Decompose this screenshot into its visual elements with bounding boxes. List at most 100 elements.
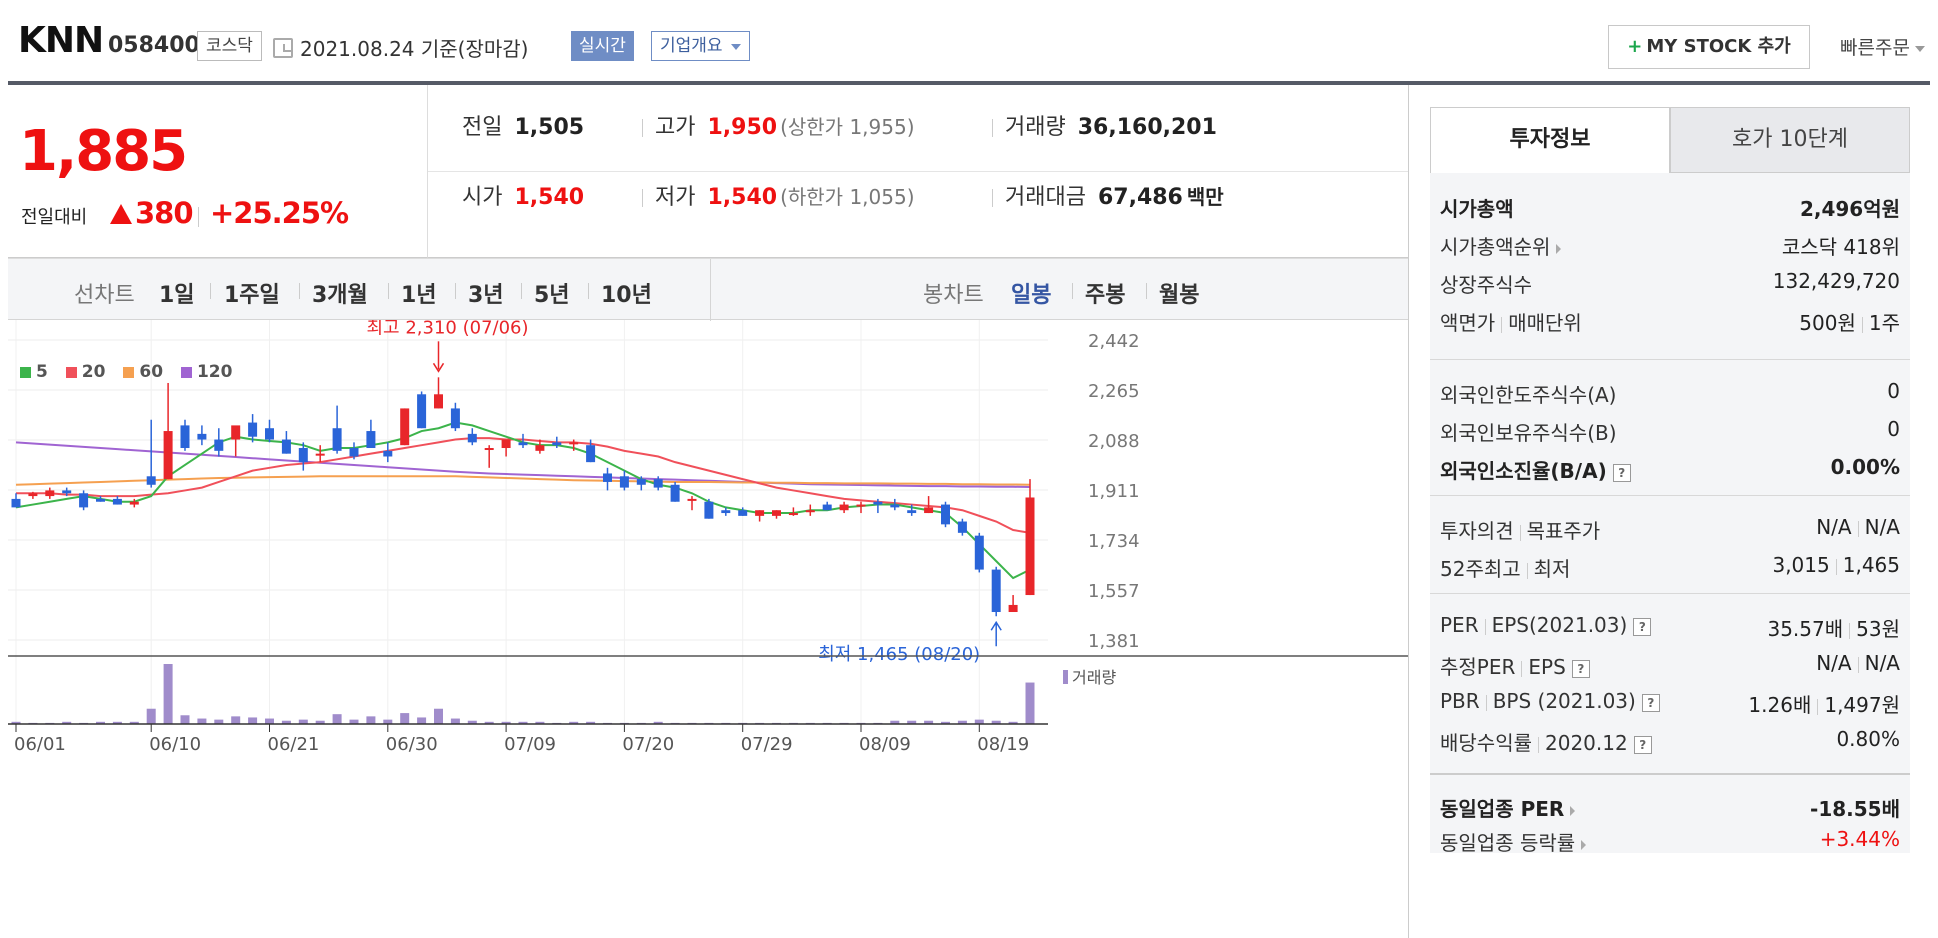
row-sector-change[interactable]: 동일업종 등락률 +3.44% xyxy=(1440,827,1900,857)
divider xyxy=(1146,283,1147,299)
candle-body xyxy=(45,490,55,497)
volume-bar xyxy=(569,721,579,724)
y-tick-label: 2,088 xyxy=(1088,431,1140,452)
volume-bar xyxy=(366,716,376,724)
candle-daily[interactable]: 일봉 xyxy=(1011,283,1052,308)
volume-bar xyxy=(383,719,393,724)
help-icon[interactable]: ? xyxy=(1633,617,1652,636)
volume-bar xyxy=(417,717,427,724)
row-shares: 상장주식수 132,429,720 xyxy=(1440,269,1900,299)
candle-body xyxy=(941,504,950,525)
foreign-hold-label: 외국인보유주식수(B) xyxy=(1440,421,1617,445)
volume-bar xyxy=(586,721,596,724)
divider xyxy=(428,171,1408,172)
help-icon[interactable]: ? xyxy=(1633,735,1652,754)
volume-legend-swatch xyxy=(1063,670,1068,684)
base-date: 2021.08.24 기준(장마감) xyxy=(300,37,529,61)
candle-body xyxy=(704,501,714,519)
period-1d[interactable]: 1일 xyxy=(159,283,195,308)
chevron-down-icon xyxy=(1914,45,1925,52)
volume-bar xyxy=(315,720,325,724)
prev-close: 전일 1,505 xyxy=(462,109,584,141)
period-1w[interactable]: 1주일 xyxy=(224,283,280,308)
volume-bar xyxy=(434,708,443,724)
volume-bar xyxy=(653,721,663,724)
volume-bar xyxy=(163,664,173,724)
volume-bar xyxy=(332,714,342,724)
tab-invest-info[interactable]: 투자정보 xyxy=(1430,107,1670,173)
compare-label: 전일대비 xyxy=(21,207,88,228)
period-5y[interactable]: 5년 xyxy=(534,283,570,308)
x-tick-label: 07/29 xyxy=(741,734,793,755)
face-value-label: 액면가 xyxy=(1440,311,1496,335)
company-overview-dropdown[interactable]: 기업개요 xyxy=(651,31,750,61)
dividend-label: 배당수익률 xyxy=(1440,731,1532,755)
est-eps-value: N/A xyxy=(1864,651,1900,675)
candle-body xyxy=(890,504,900,508)
period-3m[interactable]: 3개월 xyxy=(312,283,368,308)
tab-hoga[interactable]: 호가 10단계 xyxy=(1670,107,1910,173)
candle-monthly[interactable]: 월봉 xyxy=(1159,283,1200,308)
candle-body xyxy=(265,428,274,440)
candle-body xyxy=(839,504,849,511)
company-overview-label: 기업개요 xyxy=(660,36,723,56)
legend-ma120: 120 xyxy=(180,362,232,382)
sector-per-label: 동일업종 PER xyxy=(1440,797,1565,821)
help-icon[interactable]: ? xyxy=(1612,463,1631,482)
candlestick-chart-svg[interactable]: 2,442 2,265 2,088 1,911 1,734 1,557 1,381 최고 2,… xyxy=(8,320,1408,938)
week52-low-label: 최저 xyxy=(1533,557,1571,581)
arrow-right-icon xyxy=(1581,839,1587,850)
candle-body xyxy=(197,433,207,440)
trade-amount: 거래대금 67,486 백만 xyxy=(992,179,1224,211)
candle-body xyxy=(603,473,612,482)
candle-body xyxy=(62,490,72,494)
candle-body xyxy=(146,476,156,485)
volume-bar xyxy=(957,720,967,724)
row-sector-per[interactable]: 동일업종 PER -18.55배 xyxy=(1440,793,1900,823)
candle-body xyxy=(315,453,325,456)
candle-body xyxy=(788,513,798,516)
quick-order-dropdown[interactable]: 빠른주문 xyxy=(1840,33,1925,60)
help-icon[interactable]: ? xyxy=(1641,693,1660,712)
market-cap-rank-value: 코스닥 418위 xyxy=(1781,235,1900,259)
row-52week: 52주최고 최저 3,015 1,465 xyxy=(1440,553,1900,583)
help-icon[interactable]: ? xyxy=(1571,659,1590,678)
stock-code: 058400 xyxy=(108,33,200,58)
market-cap-value: 2,496억원 xyxy=(1799,197,1900,221)
volume-bar xyxy=(180,715,190,724)
period-10y[interactable]: 10년 xyxy=(601,283,652,308)
face-value-value: 500원 xyxy=(1799,311,1856,335)
est-per-value: N/A xyxy=(1816,651,1852,675)
est-per-label: 추정PER xyxy=(1440,655,1516,679)
period-1y[interactable]: 1년 xyxy=(401,283,437,308)
panel-divider xyxy=(1408,85,1409,938)
price-chart[interactable]: 2,442 2,265 2,088 1,911 1,734 1,557 1,381 최고 2,… xyxy=(8,320,1408,938)
period-3y[interactable]: 3년 xyxy=(468,283,504,308)
pbr-value: 1.26배 xyxy=(1748,693,1812,717)
candle-body xyxy=(687,498,697,501)
candle-body xyxy=(856,504,866,507)
legend-swatch xyxy=(180,367,192,378)
divider xyxy=(642,189,643,207)
row-market-cap: 시가총액 2,496억원 xyxy=(1440,193,1900,223)
volume-bar xyxy=(96,721,105,724)
realtime-button[interactable]: 실시간 xyxy=(571,31,634,61)
volume-bar xyxy=(1008,721,1018,724)
candle-body xyxy=(924,507,934,514)
candle-body xyxy=(569,442,579,445)
divider xyxy=(210,283,211,299)
row-market-cap-rank[interactable]: 시가총액순위 코스닥 418위 xyxy=(1440,231,1900,261)
add-my-stock-button[interactable]: + MY STOCK 추가 xyxy=(1608,25,1810,69)
row-foreign-hold: 외국인보유주식수(B) 0 xyxy=(1440,417,1900,447)
market-badge: 코스닥 xyxy=(197,31,262,61)
est-eps-label: EPS xyxy=(1528,655,1566,679)
divider xyxy=(710,259,711,321)
stock-header: KNN 058400 코스닥 2021.08.24 기준(장마감) 실시간 기업… xyxy=(0,0,1938,84)
foreign-limit-value: 0 xyxy=(1887,379,1900,403)
candle-weekly[interactable]: 주봉 xyxy=(1085,283,1126,308)
high-price: 고가 1,950 (상한가 1,955) xyxy=(642,109,915,141)
volume-bar xyxy=(349,719,359,724)
ma-line-ma120 xyxy=(15,441,1031,489)
ma-line-ma60 xyxy=(15,475,1031,486)
x-tick-label: 07/20 xyxy=(622,734,674,755)
